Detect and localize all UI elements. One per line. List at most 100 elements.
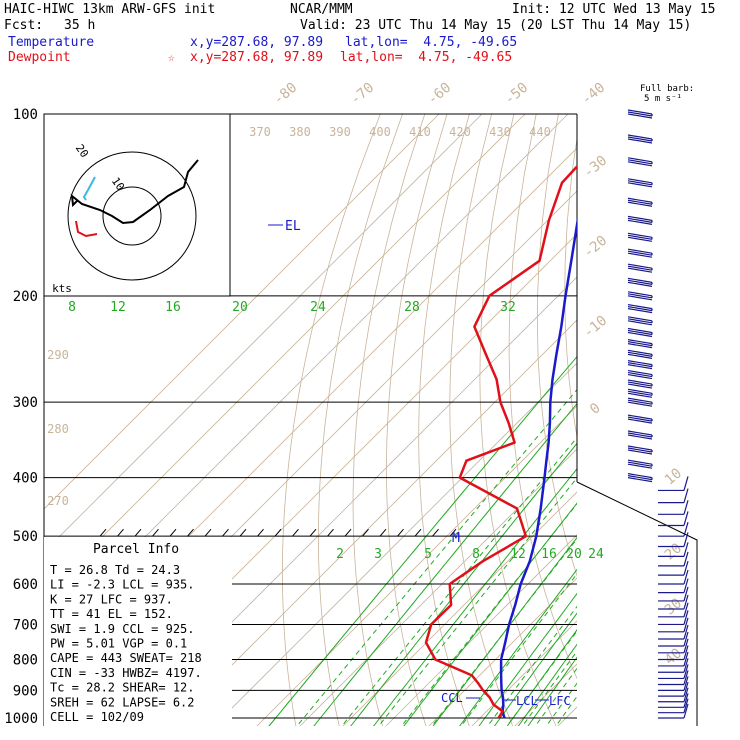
- wind-barb-flag: [627, 418, 653, 424]
- init-time: Init: 12 UTC Wed 13 May 15: [512, 2, 716, 17]
- hodograph-ring-label: 20: [73, 142, 91, 160]
- wind-barb-flag: [627, 430, 653, 436]
- wind-barb-flag: [627, 477, 653, 483]
- wind-barb-flag: [627, 318, 653, 324]
- mixing-ratio-label: 3: [374, 547, 382, 562]
- wind-barb-flag: [627, 445, 653, 451]
- adiabat-label: 430: [489, 125, 511, 139]
- wind-barb-flag: [683, 532, 689, 547]
- mixing-ratio-label: 20: [232, 300, 248, 315]
- wind-barb-flag: [627, 399, 653, 405]
- wind-barb-flag: [627, 201, 653, 207]
- wind-barb-flag: [683, 610, 689, 625]
- top-temperature-label: -50: [502, 80, 532, 109]
- wind-barb-flag: [627, 434, 653, 440]
- wind-barb-flag: [627, 329, 653, 336]
- wind-barb-flag: [627, 390, 653, 396]
- parcel-info-row: CAPE = 443 SWEAT= 218: [50, 651, 202, 665]
- right-temperature-label: 10: [662, 465, 685, 488]
- wind-barb-flag: [627, 304, 653, 310]
- wind-barb-flag: [627, 232, 653, 238]
- isotherm: [385, 534, 577, 726]
- wind-barb-flag: [627, 341, 653, 347]
- wind-barb-flag: [627, 316, 653, 322]
- parcel-info-row: PW = 5.01 VGP = 0.1: [50, 637, 187, 651]
- shear-tick: [344, 528, 352, 537]
- wind-barb-flag: [627, 463, 653, 469]
- mixing-ratio-label: 32: [500, 300, 516, 315]
- model-title: HAIC-HIWC 13km ARW-GFS init: [4, 2, 216, 17]
- top-temperature-label: -80: [271, 80, 301, 109]
- ccl-marker: CCL: [441, 691, 463, 705]
- lcl-marker: LCL: [516, 694, 538, 708]
- mixing-ratio-line-dashed: [555, 695, 577, 726]
- dry-adiabat: [479, 114, 557, 726]
- hodograph-trace-low: [75, 220, 98, 238]
- temperature-cursor-xy: x,y=287.68, 97.89: [190, 35, 324, 50]
- wind-barb-flag: [627, 161, 653, 167]
- wind-barb-flag: [627, 295, 653, 301]
- parcel-info-bg: [44, 537, 232, 727]
- wind-barb-flag: [627, 473, 653, 479]
- wind-barb-flag: [627, 339, 653, 345]
- mixing-ratio-line: [350, 442, 577, 726]
- right-temperature-label: 0: [587, 400, 604, 418]
- wind-barb-flag: [627, 475, 653, 481]
- isotherm: [170, 319, 577, 726]
- wind-barb-flag: [627, 263, 653, 269]
- dry-adiabat: [714, 114, 740, 731]
- adiabat-label: 290: [47, 348, 69, 362]
- wind-barb-flag: [627, 136, 653, 142]
- adiabat-label: 420: [449, 125, 471, 139]
- parcel-info-row: CIN = -33 HWBZ= 4197.: [50, 666, 202, 680]
- adiabat-label: 400: [369, 125, 391, 139]
- wind-barb-flag: [683, 703, 689, 719]
- mixing-ratio-line-dashed: [534, 667, 577, 726]
- wind-barb-flag: [683, 658, 689, 673]
- parcel-info-row: SWI = 1.9 CCL = 925.: [50, 622, 195, 636]
- wind-barb-flag: [683, 693, 689, 708]
- wind-barb-flag: [627, 250, 653, 256]
- shear-tick: [257, 528, 264, 537]
- temperature-cursor-latlon: lat,lon= 4.75, -49.65: [345, 35, 518, 50]
- wind-barb-flag: [627, 236, 653, 242]
- wind-barb-flag: [627, 138, 653, 144]
- wind-barb-flag: [627, 362, 653, 368]
- wind-barb-flag: [627, 306, 653, 312]
- wind-barb-flag: [683, 476, 689, 491]
- shear-tick: [222, 528, 229, 537]
- m-marker: M: [452, 531, 460, 546]
- hodograph-trace-high: [82, 176, 96, 201]
- wind-barb-flag: [627, 252, 653, 258]
- wind-barb-flag: [683, 602, 689, 618]
- dry-adiabat: [418, 114, 470, 726]
- mixing-ratio-line: [432, 536, 577, 726]
- mixing-ratio-label: 24: [310, 300, 326, 315]
- wind-barb-flag: [627, 459, 653, 465]
- wind-barb-flag: [627, 281, 653, 287]
- mixing-ratio-line: [403, 502, 577, 726]
- mixing-ratio-line: [493, 612, 577, 726]
- el-marker: EL: [285, 219, 301, 234]
- adiabat-label: 370: [249, 125, 271, 139]
- barb-key-line2: 5 m s⁻¹: [644, 94, 682, 104]
- wind-barb-flag: [683, 586, 689, 602]
- mixing-ratio-label: 8: [68, 300, 76, 315]
- mixing-ratio-line-dashed: [341, 436, 577, 726]
- hodograph-ring-inner: [102, 186, 162, 246]
- wind-barb-flag: [683, 569, 689, 585]
- wind-barb-flag: [627, 383, 653, 389]
- dry-adiabats: [281, 114, 740, 731]
- wind-barb-flag: [627, 308, 653, 314]
- pressure-label: 200: [13, 289, 38, 305]
- right-temperature-label: -30: [581, 153, 611, 182]
- shear-tick: [309, 528, 317, 537]
- parcel-info-row: CELL = 102/09: [50, 710, 144, 724]
- right-temperature-label: 30: [662, 595, 685, 618]
- wind-barb-flag: [627, 364, 653, 370]
- wind-barb-flag: [627, 369, 653, 376]
- wind-barb-flag: [683, 624, 689, 640]
- isotherm: [213, 362, 577, 726]
- wind-barb-flag: [683, 651, 689, 667]
